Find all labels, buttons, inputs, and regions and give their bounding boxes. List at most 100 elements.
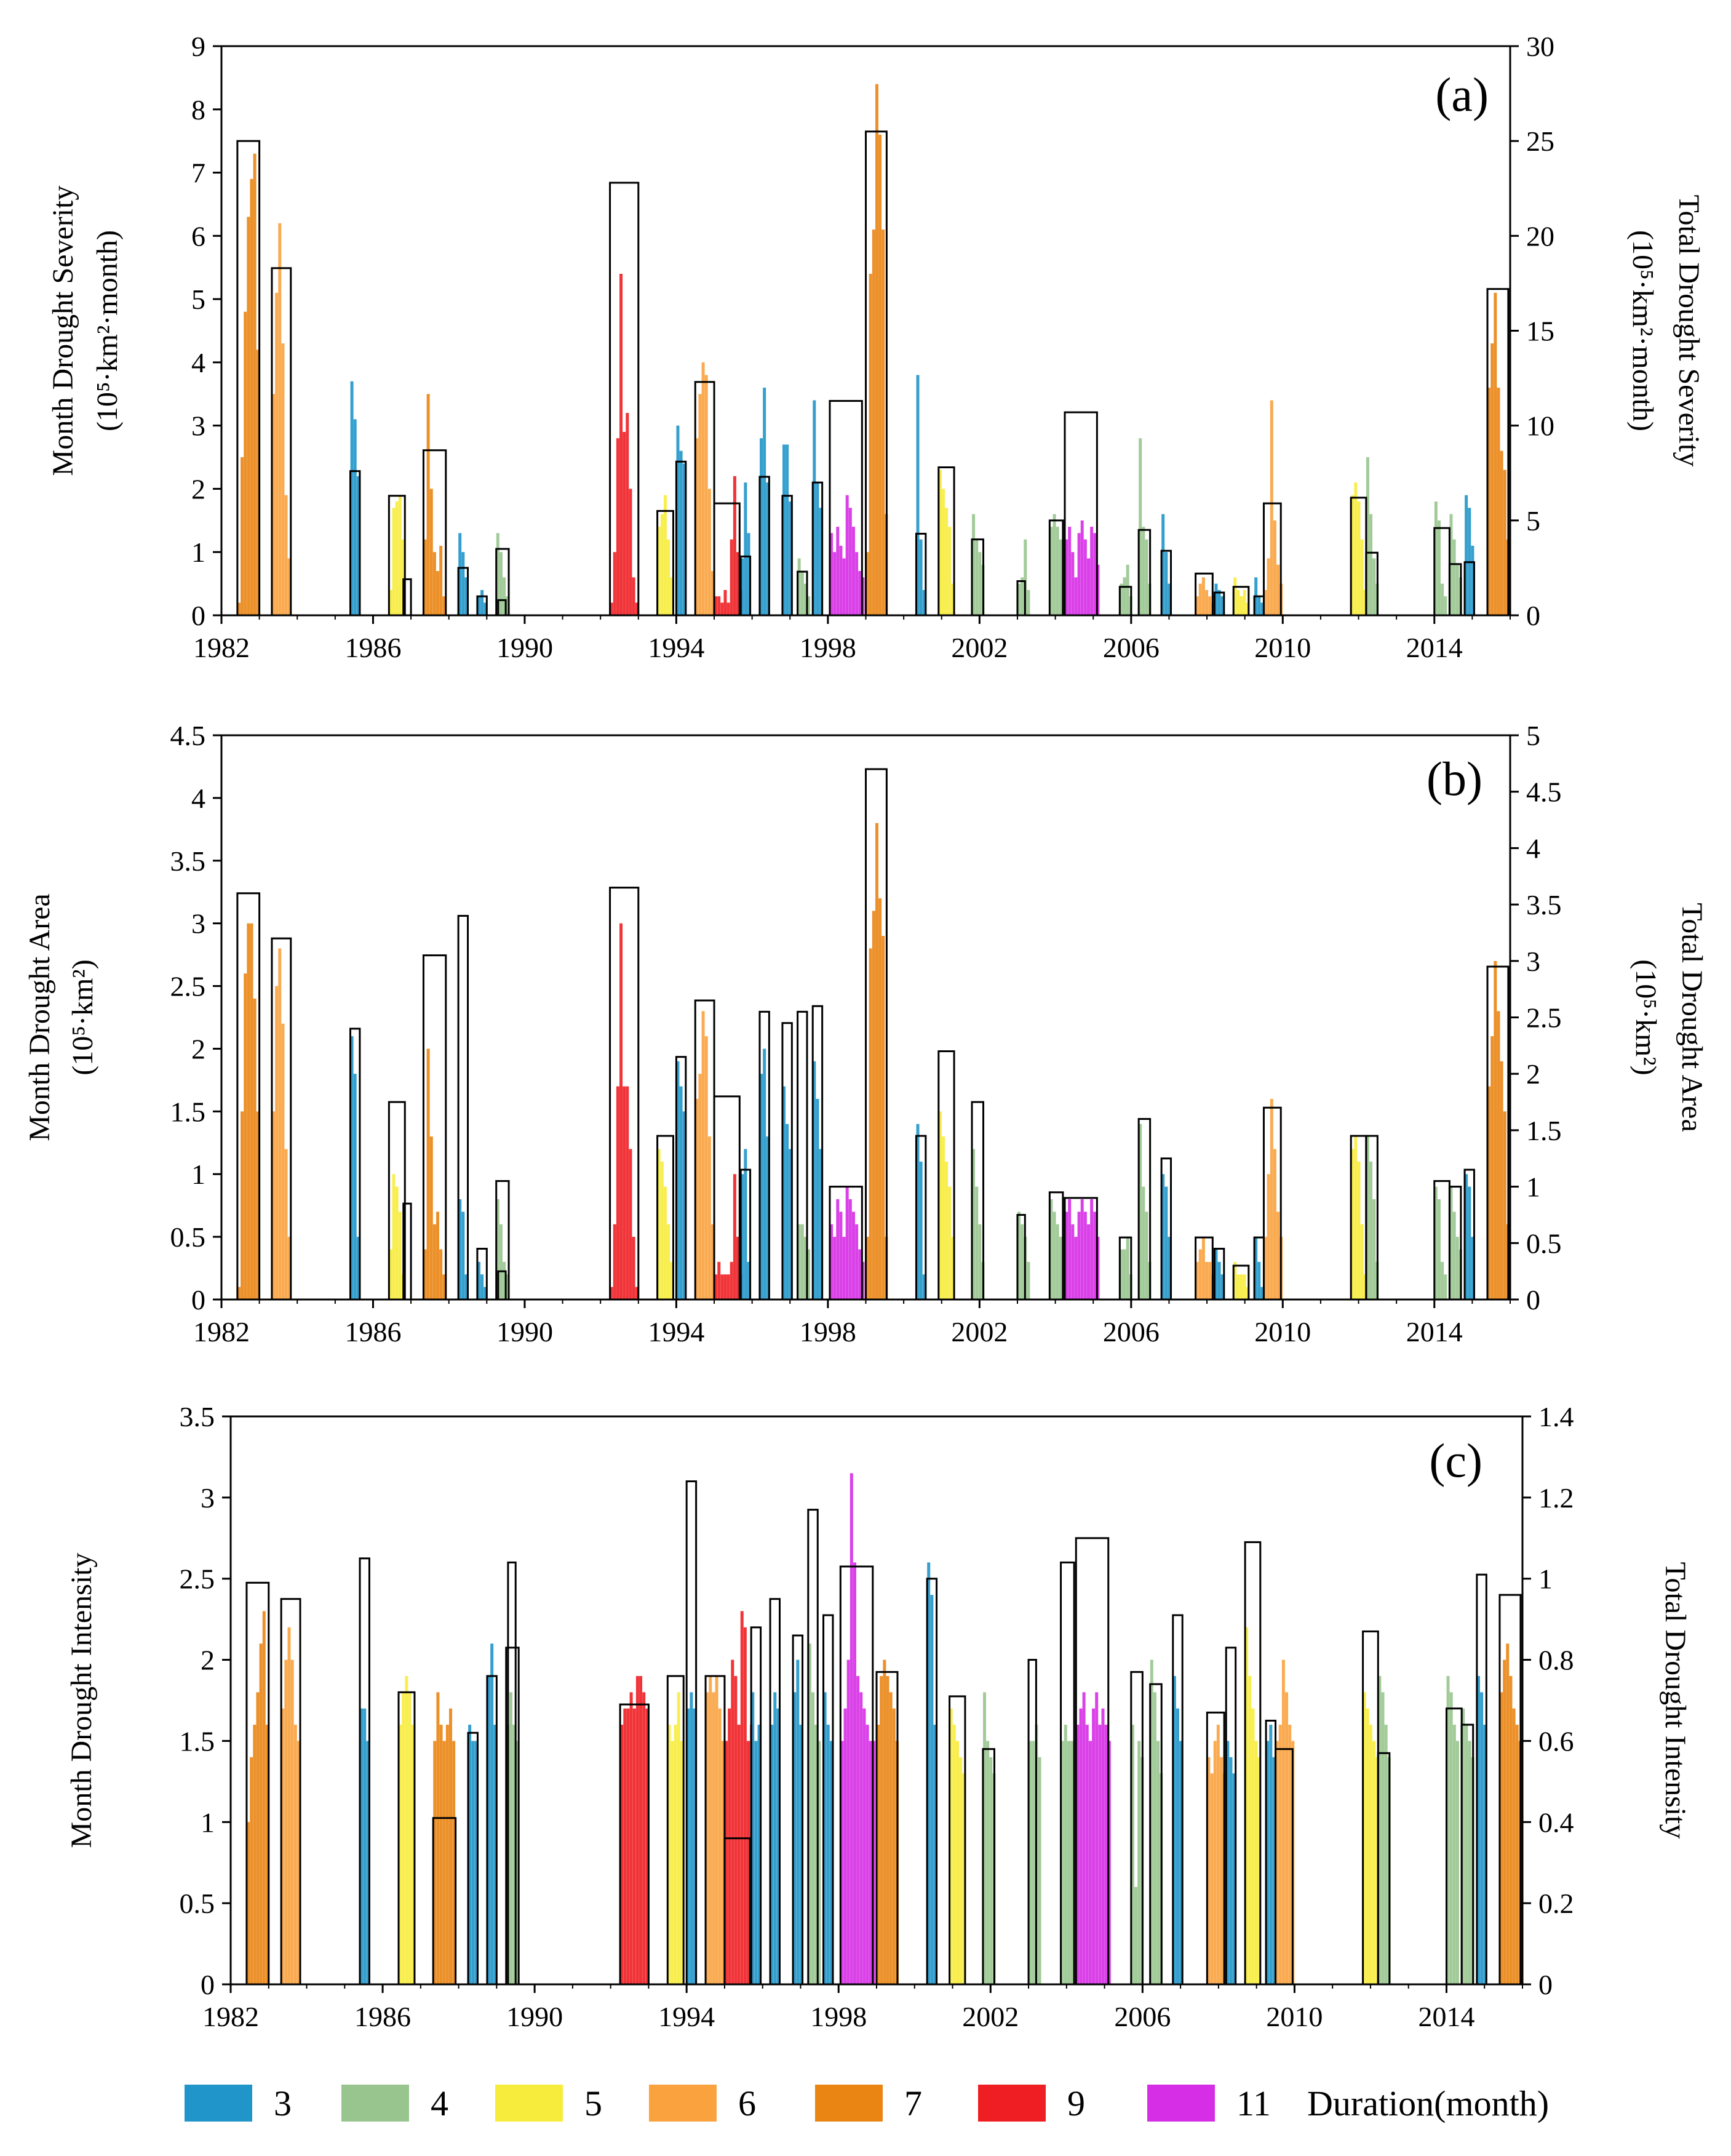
month-bar: [881, 936, 885, 1300]
month-bar: [858, 1249, 862, 1300]
month-bar: [866, 1725, 869, 1984]
month-bar: [1248, 1675, 1252, 1984]
y-left-tick-label: 4: [191, 347, 205, 378]
month-bar: [483, 1287, 487, 1300]
month-bar: [247, 923, 250, 1300]
month-bar: [726, 602, 730, 615]
month-bar: [736, 552, 740, 615]
month-bar: [1145, 539, 1148, 615]
y-right-tick-label: 0.4: [1538, 1807, 1574, 1838]
month-bar: [848, 508, 852, 615]
month-bar: [1468, 1186, 1471, 1300]
month-bar: [1220, 596, 1224, 615]
month-bar: [770, 1725, 774, 1984]
month-bar: [725, 1741, 728, 1984]
month-bar: [353, 1074, 357, 1300]
legend-swatch-9: [978, 2085, 1046, 2122]
month-bar: [474, 1741, 478, 1984]
month-bar: [676, 425, 680, 615]
legend: 3 4 5 6 7 9 11 Duration(month): [185, 2083, 1549, 2123]
month-bar: [1107, 1741, 1111, 1984]
y-right-tick-label: 3: [1526, 946, 1540, 977]
month-bar: [800, 571, 804, 615]
month-bar: [1077, 1212, 1081, 1300]
month-bar: [701, 1011, 705, 1300]
month-bar: [853, 1562, 856, 1984]
month-bar: [278, 948, 282, 1300]
x-tick-label: 1982: [193, 1316, 250, 1348]
month-bar: [401, 539, 405, 615]
month-bar: [483, 602, 487, 615]
month-bar: [1220, 1274, 1224, 1300]
month-bar: [667, 1725, 671, 1984]
month-bar: [487, 1675, 490, 1984]
month-bar: [623, 431, 626, 615]
month-bar: [851, 1212, 855, 1300]
month-bar: [1150, 1659, 1153, 1984]
month-bar: [842, 558, 846, 615]
month-bar: [1369, 514, 1373, 615]
month-bar: [1455, 1237, 1459, 1300]
month-bar: [808, 1643, 811, 1984]
month-bar: [610, 1287, 613, 1300]
month-bar: [1092, 1708, 1096, 1984]
month-bar: [1027, 1261, 1030, 1300]
month-bar: [978, 552, 982, 615]
x-tick-label: 2014: [1418, 2001, 1474, 2032]
y-left-tick-label: 3: [191, 410, 205, 442]
month-bar: [1217, 1261, 1221, 1300]
y-left-tick-label: 1.5: [170, 1096, 206, 1127]
month-bar: [706, 1692, 709, 1984]
month-bar: [429, 489, 433, 615]
month-bar: [1076, 1725, 1080, 1984]
month-bar: [1251, 1708, 1255, 1984]
month-bar: [878, 898, 882, 1300]
month-bar: [814, 1725, 818, 1984]
month-bar: [797, 558, 801, 615]
month-bar: [986, 1741, 990, 1984]
month-bar: [657, 527, 661, 615]
month-bar: [880, 1675, 883, 1984]
month-bar: [1366, 1136, 1369, 1300]
month-bar: [1236, 589, 1240, 615]
month-bar: [623, 1708, 627, 1984]
month-bar: [850, 1473, 853, 1984]
month-bar: [1090, 527, 1094, 615]
month-bar: [509, 1692, 513, 1984]
month-bar: [356, 1237, 360, 1300]
month-bar: [439, 1249, 443, 1300]
month-bar: [1434, 501, 1438, 615]
y-left-tick-label: 3: [191, 908, 205, 940]
month-bar: [1476, 1675, 1480, 1984]
month-bar: [1056, 1224, 1059, 1300]
month-bar: [1465, 1725, 1468, 1984]
legend-label-9: 9: [1067, 2083, 1085, 2123]
y-right-tick-label: 15: [1526, 316, 1554, 347]
month-bar: [1077, 533, 1081, 615]
month-bar: [744, 1149, 747, 1300]
month-bar: [423, 539, 427, 615]
month-bar: [1275, 1741, 1279, 1984]
month-bar: [715, 1675, 718, 1984]
month-bar: [506, 596, 509, 615]
month-bar: [938, 1111, 942, 1300]
month-bar: [1281, 1659, 1285, 1984]
month-bar: [813, 1061, 816, 1300]
x-tick-label: 1998: [800, 632, 856, 663]
month-bar: [241, 457, 244, 615]
month-bar: [886, 1675, 889, 1984]
month-bar: [717, 596, 721, 615]
month-bar: [645, 1708, 649, 1984]
month-bar: [296, 1741, 300, 1984]
month-bar: [436, 571, 440, 615]
month-bar: [851, 527, 855, 615]
month-bar: [1065, 539, 1068, 615]
month-bar: [1214, 1249, 1218, 1300]
panel-label: (a): [1435, 68, 1489, 121]
month-bar: [695, 438, 699, 615]
y-right-tick-label: 5: [1526, 720, 1540, 751]
legend-swatch-11: [1147, 2085, 1215, 2122]
x-tick-label: 1986: [354, 2001, 411, 2032]
month-bar: [1497, 388, 1500, 615]
month-bar: [1208, 596, 1212, 615]
